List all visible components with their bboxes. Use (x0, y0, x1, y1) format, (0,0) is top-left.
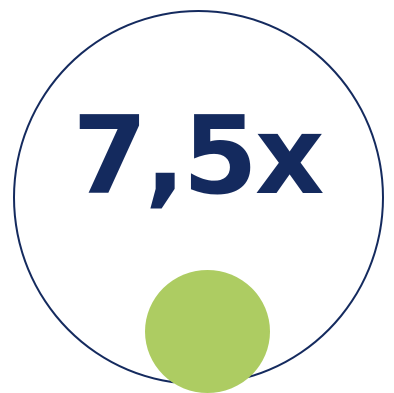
multiplier-value: 7,5x (72, 94, 325, 219)
accent-dot (145, 270, 270, 393)
